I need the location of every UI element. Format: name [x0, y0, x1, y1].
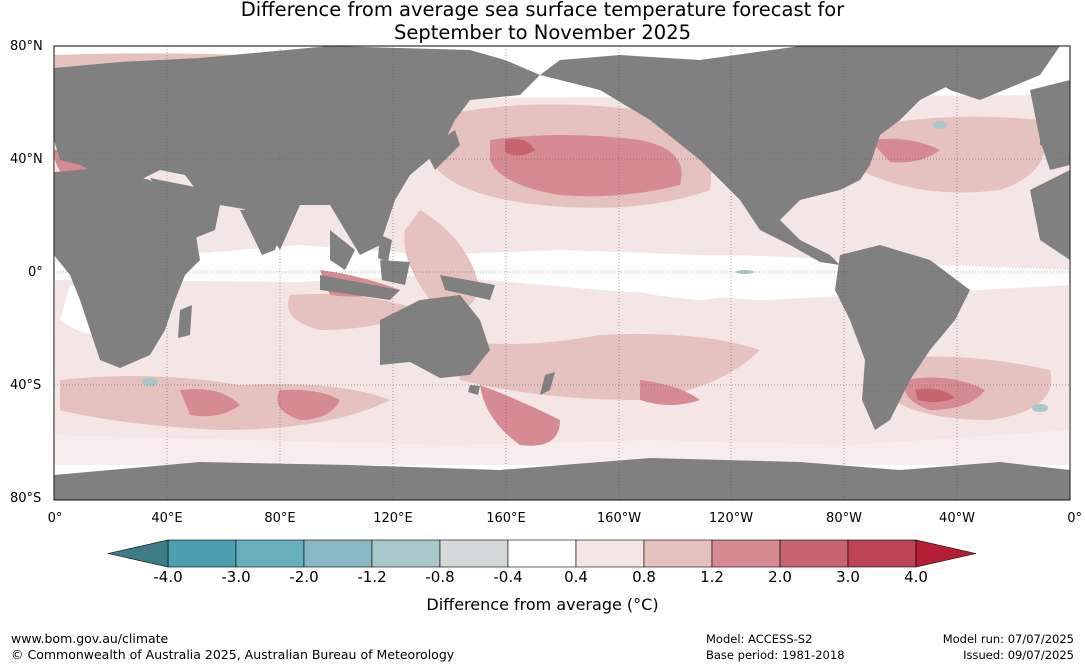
colorbar-cell: [643, 539, 713, 568]
colorbar-tick-label: -0.4: [493, 568, 523, 586]
footer-url: www.bom.gov.au/climate: [11, 631, 169, 646]
colorbar-tick-label: -2.0: [289, 568, 319, 586]
colorbar-tick-label: 2.0: [768, 568, 792, 586]
cool-anomaly-patches: [142, 121, 1048, 412]
colorbar-cell: [507, 539, 577, 568]
colorbar-tick-label: -1.2: [357, 568, 387, 586]
colorbar-cell: [439, 539, 509, 568]
colorbar-cell: [235, 539, 305, 568]
colorbar-tick-label: -0.8: [425, 568, 455, 586]
lon-label-120e: 120°E: [373, 511, 413, 526]
colorbar-cell: [847, 539, 917, 568]
footer-copyright: © Commonwealth of Australia 2025, Austra…: [11, 647, 455, 662]
lon-label-80w: 80°W: [826, 511, 862, 526]
colorbar-cell: [779, 539, 849, 568]
land: [54, 46, 1070, 500]
colorbar-cell: [575, 539, 645, 568]
lon-label-0: 0°: [47, 511, 63, 526]
lat-label-equator: 0°: [28, 265, 43, 280]
map-title-line-1: Difference from average sea surface temp…: [240, 0, 845, 21]
colorbar-tick-label: 3.0: [836, 568, 860, 586]
footer-issued: Issued: 09/07/2025: [963, 648, 1074, 662]
colorbar-tick-label: 1.2: [700, 568, 724, 586]
colorbar-over-arrow: [915, 539, 977, 568]
lon-label-40w: 40°W: [939, 511, 975, 526]
map-title-line-2: September to November 2025: [393, 21, 692, 44]
colorbar-cell: [711, 539, 781, 568]
colorbar-cell: [167, 539, 237, 568]
colorbar-cell: [371, 539, 441, 568]
colorbar-label: Difference from average (°C): [426, 595, 659, 614]
footer-model: Model: ACCESS-S2: [706, 632, 813, 646]
map-frame: [53, 45, 1071, 501]
lon-label-40e: 40°E: [151, 511, 183, 526]
colorbar-tick-label: -3.0: [221, 568, 251, 586]
colorbar-tick-label: 0.8: [632, 568, 656, 586]
lat-label-40n: 40°N: [10, 152, 43, 167]
colorbar-under-arrow: [107, 539, 169, 568]
colorbar-tick-label: -4.0: [153, 568, 183, 586]
graticule: [54, 46, 1070, 500]
colorbar-cell: [303, 539, 373, 568]
lat-label-40s: 40°S: [10, 378, 42, 393]
colorbar-tick-label: 0.4: [564, 568, 588, 586]
lat-label-80s: 80°S: [10, 491, 42, 506]
lon-label-0-east: 0°: [1067, 511, 1082, 526]
lon-label-160e: 160°E: [486, 511, 526, 526]
footer-base-period: Base period: 1981-2018: [706, 648, 845, 662]
lon-label-160w: 160°W: [596, 511, 642, 526]
lon-label-80e: 80°E: [264, 511, 296, 526]
lat-label-80n: 80°N: [10, 39, 43, 54]
lon-label-120w: 120°W: [708, 511, 754, 526]
colorbar-tick-label: 4.0: [904, 568, 928, 586]
footer-model-run: Model run: 07/07/2025: [942, 632, 1074, 646]
